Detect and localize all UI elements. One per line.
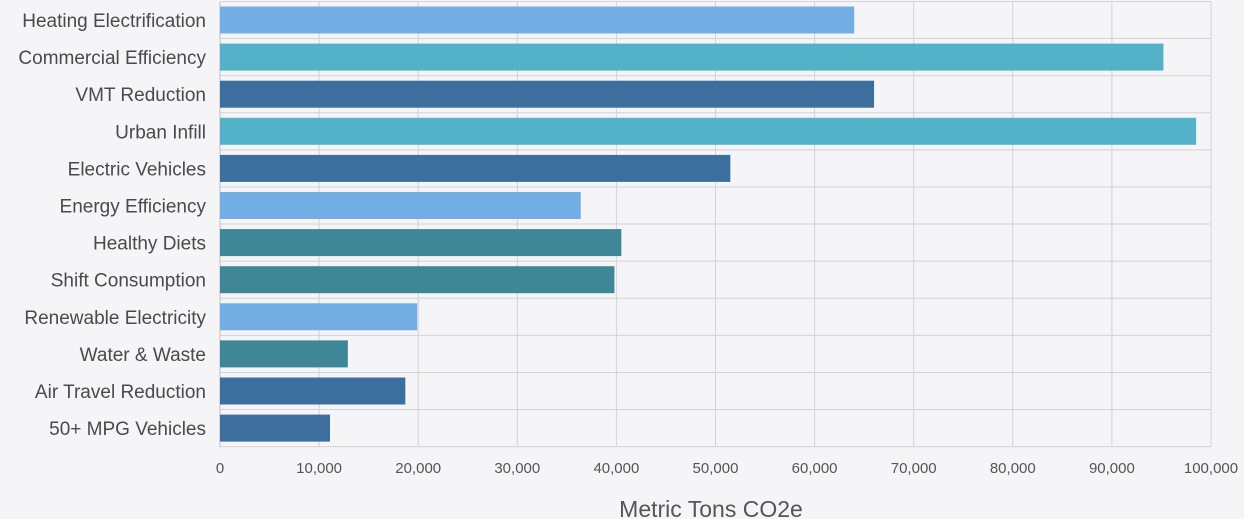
category-label: Air Travel Reduction xyxy=(35,382,206,403)
bar xyxy=(220,6,855,34)
category-label: Commercial Efficiency xyxy=(18,48,206,69)
bar xyxy=(220,340,348,368)
x-tick-label: 10,000 xyxy=(296,460,342,477)
bar xyxy=(220,154,731,182)
category-label: Renewable Electricity xyxy=(24,308,206,329)
bar xyxy=(220,192,581,219)
x-tick-label: 80,000 xyxy=(990,460,1036,477)
x-tick-label: 90,000 xyxy=(1089,460,1135,477)
x-tick-label: 50,000 xyxy=(693,460,739,477)
bar xyxy=(220,414,331,442)
x-tick-label: 40,000 xyxy=(593,460,639,477)
category-label: Shift Consumption xyxy=(51,271,206,292)
bar xyxy=(220,229,622,257)
category-label: Urban Infill xyxy=(115,122,206,143)
category-label: Healthy Diets xyxy=(93,234,206,255)
category-label: Water & Waste xyxy=(80,345,206,366)
x-tick-label: 100,000 xyxy=(1184,460,1238,477)
bar xyxy=(220,43,1164,71)
bar xyxy=(220,303,418,331)
category-label: VMT Reduction xyxy=(75,85,206,106)
x-tick-labels: 0 10,000 20,000 30,000 40,000 50,000 60,000 70,… xyxy=(216,460,1238,477)
x-tick-label: 30,000 xyxy=(494,460,540,477)
bar xyxy=(220,80,875,108)
category-label: Electric Vehicles xyxy=(68,159,206,180)
x-tick-label: 60,000 xyxy=(792,460,838,477)
bars xyxy=(220,6,1197,442)
bar xyxy=(220,377,406,405)
category-label: Energy Efficiency xyxy=(60,197,207,218)
category-label: Heating Electrification xyxy=(22,11,206,32)
category-label: 50+ MPG Vehicles xyxy=(49,419,206,440)
x-tick-label: 70,000 xyxy=(891,460,937,477)
x-axis-title: Metric Tons CO2e xyxy=(619,496,803,519)
bar xyxy=(220,266,615,294)
category-labels: Heating Electrification Commercial Effici… xyxy=(18,11,206,440)
grid xyxy=(219,0,1212,448)
x-tick-label: 20,000 xyxy=(395,460,441,477)
bar xyxy=(220,117,1197,145)
x-tick-label: 0 xyxy=(216,460,224,477)
